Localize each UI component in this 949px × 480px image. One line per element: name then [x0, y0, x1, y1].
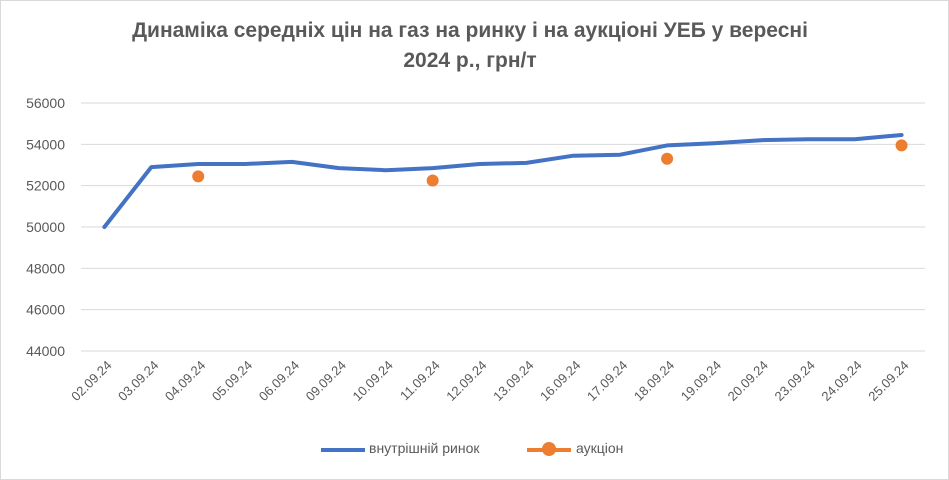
x-tick-label: 24.09.24 [818, 358, 864, 404]
x-tick-label: 04.09.24 [162, 358, 208, 404]
x-tick-label: 16.09.24 [537, 358, 583, 404]
x-tick-label: 19.09.24 [678, 358, 724, 404]
x-tick-label: 06.09.24 [256, 358, 302, 404]
chart-legend: внутрішній ринок аукціон [0, 437, 949, 461]
y-tick-label: 46000 [26, 302, 65, 318]
x-tick-label: 20.09.24 [725, 358, 771, 404]
legend-line-swatch [321, 448, 365, 452]
legend-marker-swatch [542, 442, 556, 456]
x-tick-label: 18.09.24 [631, 358, 677, 404]
y-tick-label: 48000 [26, 260, 65, 276]
x-tick-label: 11.09.24 [397, 358, 443, 404]
x-tick-label: 17.09.24 [584, 358, 630, 404]
x-tick-label: 10.09.24 [350, 358, 396, 404]
series-line-market [102, 133, 904, 229]
chart-title-line-2: 2024 р., грн/т [403, 49, 537, 72]
y-tick-label: 54000 [26, 136, 65, 152]
legend-label-auction: аукціон [576, 440, 624, 456]
x-tick-label: 05.09.24 [209, 358, 255, 404]
x-tick-label: 03.09.24 [115, 358, 161, 404]
y-tick-label: 52000 [26, 178, 65, 194]
auction-point [192, 170, 205, 183]
x-tick-label: 12.09.24 [443, 358, 489, 404]
y-tick-label: 44000 [26, 343, 65, 359]
y-tick-label: 56000 [26, 95, 65, 111]
x-tick-label: 09.09.24 [303, 358, 349, 404]
chart-title-line-1: Динаміка середніх цін на газ на ринку і … [132, 19, 808, 42]
auction-point [661, 152, 674, 165]
x-tick-label: 25.09.24 [865, 358, 911, 404]
x-tick-label: 02.09.24 [68, 358, 114, 404]
y-tick-label: 50000 [26, 219, 65, 235]
x-tick-label: 23.09.24 [772, 358, 818, 404]
legend-label-market: внутрішній ринок [369, 440, 480, 456]
auction-point [426, 174, 439, 187]
auction-point [895, 139, 908, 152]
x-tick-label: 13.09.24 [490, 358, 536, 404]
